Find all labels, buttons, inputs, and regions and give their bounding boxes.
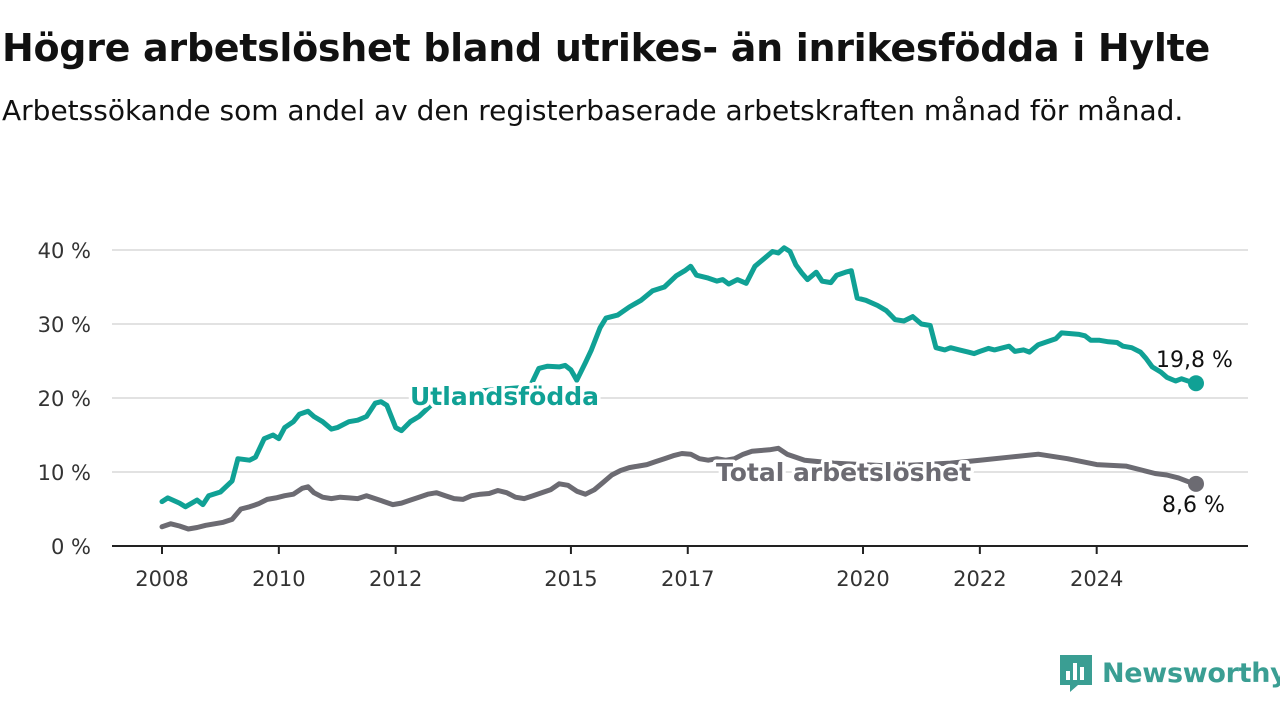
x-tick-label: 2020	[836, 567, 889, 591]
series-line-total	[159, 445, 1199, 532]
end-value-label: 19,8 %	[1156, 348, 1233, 373]
end-point-dot	[1188, 375, 1204, 392]
series-label-utlandsfodda: Utlandsfödda	[410, 382, 599, 411]
end-point-dot	[1188, 475, 1204, 492]
y-tick-label: 40 %	[38, 239, 91, 263]
x-tick-label: 2024	[1070, 567, 1123, 591]
series-line-utlandsfodda	[159, 245, 1199, 510]
x-tick-label: 2008	[135, 567, 188, 591]
y-tick-label: 20 %	[38, 387, 91, 411]
newsworthy-logo-icon	[1060, 655, 1092, 692]
x-tick-label: 2015	[544, 567, 597, 591]
brand-name: Newsworthy	[1102, 657, 1280, 689]
chart-title: Högre arbetslöshet bland utrikes- än inr…	[2, 26, 1210, 70]
series-label-total: Total arbetslöshet	[716, 458, 971, 487]
x-tick-label: 2017	[661, 567, 714, 591]
x-tick-label: 2010	[252, 567, 305, 591]
x-tick-label: 2022	[953, 567, 1006, 591]
chart-subtitle: Arbetssökande som andel av den registerb…	[2, 94, 1184, 127]
y-tick-label: 0 %	[51, 535, 91, 559]
y-tick-label: 10 %	[38, 461, 91, 485]
x-tick-label: 2012	[369, 567, 422, 591]
end-value-label: 8,6 %	[1162, 493, 1225, 518]
y-tick-label: 30 %	[38, 313, 91, 337]
newsworthy-logo: Newsworthy	[1058, 653, 1280, 693]
